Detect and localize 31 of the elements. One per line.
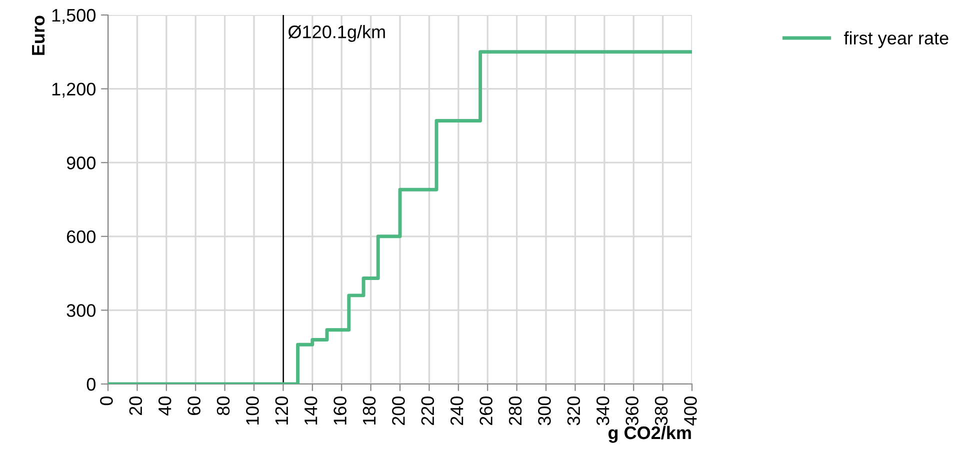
x-tick-label: 260 [480,396,492,426]
x-tick-label: 160 [334,396,346,425]
x-tick-label: 40 [158,396,172,416]
x-tick-label: 200 [392,396,405,426]
y-tick-label: 0 [86,378,96,391]
x-tick-label: 20 [129,396,142,415]
x-axis-title: g CO2/km [608,426,691,443]
x-tick-label: 0 [100,396,113,406]
x-tick-label: 240 [450,396,464,426]
x-tick-label: 280 [508,396,522,426]
y-axis-title: Euro [32,16,45,55]
x-tick-label: 60 [188,396,200,415]
x-tick-label: 80 [216,396,230,416]
x-tick-label: 100 [246,396,259,425]
x-tick-label: 320 [567,396,580,426]
y-tick-label: 1,500 [52,8,96,24]
legend-label: first year rate [844,31,948,48]
y-tick-label: 900 [66,156,96,170]
ref-line-label: Ø120.1g/km [288,25,385,42]
x-tick-label: 340 [596,396,610,426]
x-tick-label: 300 [538,396,551,426]
x-tick-label: 380 [654,396,668,426]
x-tick-label: 120 [275,396,288,425]
x-tick-label: 140 [304,396,318,425]
y-tick-label: 600 [66,230,96,244]
y-tick-label: 300 [66,304,96,317]
x-tick-label: 180 [362,396,376,425]
x-tick-label: 360 [626,396,638,426]
y-tick-label: 1,200 [52,82,96,98]
x-tick-label: 220 [421,396,434,426]
x-tick-label: 400 [684,396,697,426]
